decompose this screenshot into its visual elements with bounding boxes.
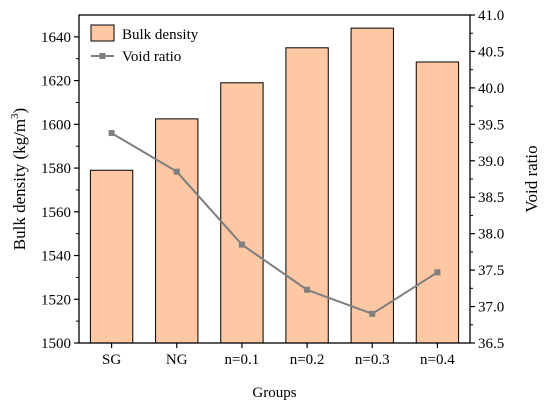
bar-SG [89, 169, 134, 344]
x-tick-label: NG [166, 352, 188, 368]
left-tick-label: 1580 [41, 161, 71, 177]
void-ratio-line-layer [108, 130, 441, 317]
right-tick-label: 37.5 [478, 263, 504, 279]
void-ratio-point-SG [108, 130, 115, 137]
right-tick-label: 40.5 [478, 44, 504, 60]
bar-n=0.1 [220, 82, 264, 344]
right-tick-label: 37.0 [478, 300, 504, 316]
x-tick-label: n=0.3 [355, 352, 390, 368]
left-tick-label: 1560 [41, 205, 71, 221]
axes-layer: 1500 1520 1540 1560 1580 1600 1620 1640 36.5 37.0… [9, 8, 541, 401]
right-tick-label: 41.0 [478, 8, 504, 24]
legend-swatch-bulk-density [90, 24, 115, 42]
right-axis-title: Void ratio [522, 145, 541, 212]
void-ratio-point-n=0.2 [304, 286, 311, 293]
right-tick-label: 38.0 [478, 227, 504, 243]
right-tick-label: 38.5 [478, 190, 504, 206]
x-axis-title: Groups [252, 385, 296, 401]
void-ratio-point-n=0.4 [434, 269, 441, 276]
right-tick-label: 39.5 [478, 117, 504, 133]
legend-label-bulk-density: Bulk density [122, 27, 199, 43]
left-tick-label: 1520 [41, 292, 71, 308]
bar-n=0.4 [415, 61, 460, 344]
x-tick-label: n=0.1 [225, 352, 260, 368]
legend: Bulk density Void ratio [90, 24, 199, 65]
legend-label-void-ratio: Void ratio [122, 49, 181, 65]
void-ratio-point-n=0.1 [238, 241, 245, 248]
bar-n=0.2 [285, 47, 329, 344]
x-tick-label: n=0.4 [420, 352, 455, 368]
right-tick-label: 36.5 [478, 336, 504, 352]
void-ratio-point-NG [173, 168, 180, 175]
left-axis-title: Bulk density (kg/m3) [9, 108, 29, 250]
legend-swatch-void-ratio-marker [99, 53, 106, 59]
bar-NG [155, 118, 199, 344]
left-tick-label: 1600 [41, 117, 71, 133]
right-tick-label: 39.0 [478, 154, 504, 170]
bar-n=0.3 [350, 27, 394, 344]
x-tick-label: n=0.2 [290, 352, 325, 368]
left-tick-label: 1640 [41, 30, 71, 46]
left-tick-label: 1620 [41, 74, 71, 90]
left-tick-label: 1500 [41, 336, 71, 352]
left-tick-label: 1540 [41, 249, 71, 265]
void-ratio-point-n=0.3 [369, 310, 376, 317]
x-tick-label: SG [102, 352, 121, 368]
void-ratio-line [111, 132, 438, 315]
bars-layer [89, 27, 460, 344]
right-tick-label: 40.0 [478, 81, 504, 97]
